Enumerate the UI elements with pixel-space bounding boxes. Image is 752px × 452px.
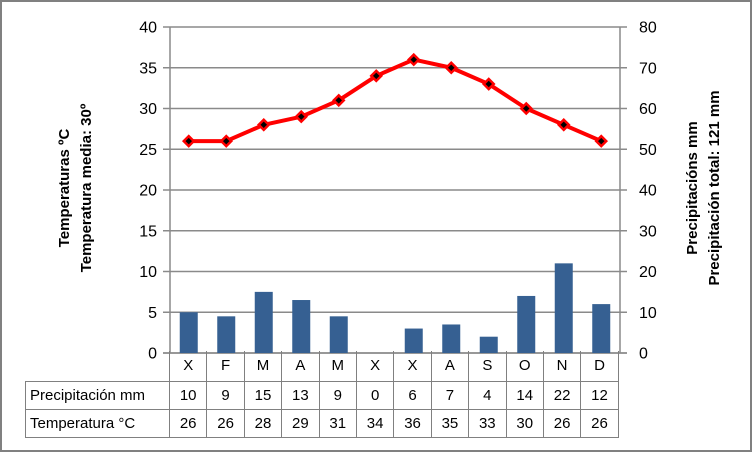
precipitation-bar: [442, 324, 461, 353]
right-axis-tick-label: 60: [639, 101, 657, 118]
month-label: X: [393, 351, 432, 382]
right-axis-tick-label: 50: [639, 142, 657, 159]
left-axis-tick-label: 30: [139, 101, 157, 118]
precipitation-value: 4: [468, 380, 507, 410]
temperature-marker: [181, 134, 196, 148]
left-axis-tick-label: 5: [148, 305, 157, 322]
temperature-value: 36: [393, 408, 432, 438]
left-axis-tick-label: 25: [139, 142, 157, 159]
temperature-value: 26: [206, 408, 245, 438]
right-axis-title: Precipitacións mm Precipitación total: 1…: [682, 90, 726, 285]
month-label: S: [468, 351, 507, 382]
precipitation-value: 6: [393, 380, 432, 410]
temperature-value: 26: [542, 408, 582, 438]
right-axis-tick-label: 10: [639, 305, 657, 322]
month-label: D: [580, 351, 619, 382]
right-axis-tick-label: 30: [639, 223, 657, 240]
precipitation-bar: [254, 291, 273, 353]
month-label: A: [281, 351, 320, 382]
month-label: O: [505, 351, 544, 382]
temperature-value: 34: [355, 408, 395, 438]
precipitation-bar: [404, 328, 423, 353]
precipitation-row: Precipitación mm 10 9 15 13 9 0 6 7 4 14…: [25, 380, 619, 410]
temperature-marker: [481, 77, 496, 91]
right-axis-title-line2: Precipitación total: 121 mm: [706, 90, 723, 286]
temperature-row-label: Temperatura °C: [25, 408, 170, 438]
precipitation-bar: [554, 263, 573, 353]
temperature-line: [186, 57, 604, 144]
right-axis-tick-label: 80: [639, 20, 657, 37]
temperature-value: 28: [243, 408, 283, 438]
precipitation-bar: [329, 316, 348, 353]
precipitation-value: 7: [430, 380, 470, 410]
temperature-marker: [594, 134, 609, 148]
temperature-marker: [331, 93, 346, 108]
left-axis-title-line1: Temperaturas ºC: [56, 128, 73, 248]
precipitation-bar: [292, 300, 311, 353]
precipitation-value: 22: [542, 380, 582, 410]
month-label: M: [318, 351, 357, 382]
precipitation-bar: [217, 316, 236, 353]
temperature-marker: [294, 109, 309, 124]
temperature-marker: [369, 69, 384, 83]
temperature-value: 26: [580, 408, 619, 438]
temperature-marker: [556, 118, 571, 132]
temperature-marker: [219, 134, 234, 148]
precipitation-value: 10: [168, 380, 208, 410]
precipitation-value: 9: [318, 380, 357, 410]
temperature-marker: [406, 52, 421, 67]
precipitation-value: 12: [580, 380, 619, 410]
months-header-row: X F M A M X X A S O N D: [26, 351, 619, 382]
right-axis-title-line1: Precipitacións mm: [684, 121, 701, 255]
temperature-marker: [519, 101, 534, 116]
temperature-value: 26: [168, 408, 208, 438]
left-axis-tick-label: 35: [139, 60, 157, 77]
precipitation-bar: [592, 304, 611, 353]
temperature-value: 33: [468, 408, 507, 438]
left-axis-tick-label: 0: [148, 346, 157, 363]
left-axis-tick-label: 15: [139, 223, 157, 240]
precipitation-bar: [517, 295, 536, 353]
precipitation-bar: [479, 336, 498, 353]
right-axis-tick-label: 70: [639, 60, 657, 77]
left-axis-tick-label: 20: [139, 183, 157, 200]
precipitation-value: 0: [355, 380, 395, 410]
right-axis-tick-label: 40: [639, 183, 657, 200]
data-table: X F M A M X X A S O N D Precipitación mm…: [25, 351, 619, 438]
temperature-value: 30: [505, 408, 544, 438]
temperature-marker: [444, 60, 459, 75]
month-label: F: [206, 351, 245, 382]
right-axis-tick-label: 20: [639, 264, 657, 281]
temperature-value: 29: [281, 408, 320, 438]
precipitation-value: 13: [281, 380, 320, 410]
precipitation-value: 14: [505, 380, 544, 410]
temperature-value: 35: [430, 408, 470, 438]
temperature-value: 31: [318, 408, 357, 438]
precipitation-value: 15: [243, 380, 283, 410]
temperature-marker: [256, 118, 271, 132]
month-label: N: [542, 351, 582, 382]
month-label: X: [355, 351, 395, 382]
table-corner-blank: [26, 351, 170, 381]
precipitation-row-label: Precipitación mm: [25, 380, 170, 410]
precipitation-bar: [179, 312, 198, 353]
month-label: X: [168, 351, 208, 382]
precipitation-value: 9: [206, 380, 245, 410]
left-axis-tick-label: 40: [139, 20, 157, 37]
temperature-row: Temperatura °C 26 26 28 29 31 34 36 35 3…: [25, 408, 619, 438]
left-axis-title: Temperaturas ºC Temperatura media: 30º: [54, 104, 98, 273]
right-axis-tick-label: 0: [639, 346, 648, 363]
left-axis-tick-label: 10: [139, 264, 157, 281]
month-label: A: [430, 351, 470, 382]
left-axis-title-line2: Temperatura media: 30º: [78, 103, 95, 273]
month-label: M: [243, 351, 283, 382]
